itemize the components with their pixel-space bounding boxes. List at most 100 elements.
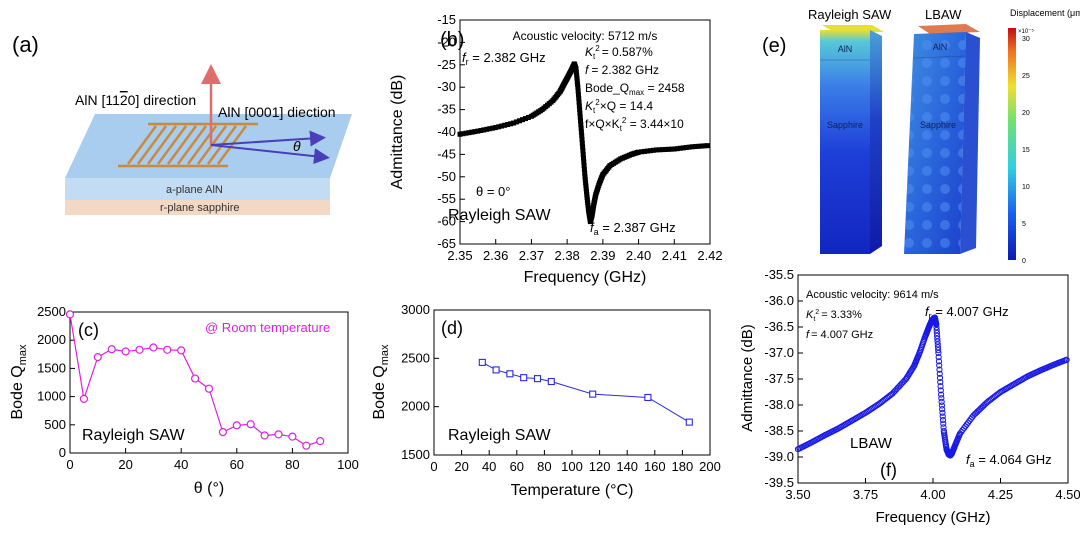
chart-c-point [260, 431, 269, 440]
chart-c-xtick-label: 80 [285, 457, 299, 472]
chart-b-point [481, 127, 487, 133]
chart-b-point [584, 197, 590, 203]
chart-c-frame [69, 311, 349, 454]
chart-b-point [511, 120, 517, 126]
chart-b-ytick-label: -20 [437, 34, 456, 49]
chart-b-point [493, 125, 499, 131]
chart-c-point [274, 430, 283, 439]
chart-d: 0 20 40 60 80 100 120 140 160 180 200 1500 2000 2500 3… [371, 302, 721, 499]
chart-b-point [575, 81, 581, 87]
chart-b-f: f = 2.382 GHz [585, 63, 659, 77]
chart-b-point [689, 144, 695, 150]
chart-b-point [653, 147, 659, 153]
chart-c-label: (c) [78, 320, 99, 340]
chart-c-point [107, 345, 116, 354]
chart-f-point [936, 370, 943, 377]
chart-f-ytick-label: -36.5 [764, 319, 794, 334]
chart-b-point [499, 123, 505, 129]
chart-b-ytick-label: -60 [437, 214, 456, 229]
panel-e-sapphire-right: Sapphire [920, 120, 956, 130]
chart-b-point [583, 189, 589, 195]
aln-top [65, 114, 352, 178]
chart-c-point [232, 421, 241, 430]
chart-d-xtick-label: 100 [561, 459, 583, 474]
chart-f-xtick-label: 3.50 [785, 487, 810, 502]
chart-b-point [578, 129, 584, 135]
chart-b-point [469, 129, 475, 135]
chart-f-point [937, 387, 944, 394]
chart-b-point [475, 128, 481, 134]
chart-b-point [517, 118, 523, 124]
chart-f-point [939, 406, 946, 413]
chart-c-point [302, 441, 311, 450]
chart-b-point [574, 72, 580, 78]
chart-b-point [573, 69, 579, 75]
chart-f-point [1063, 356, 1070, 363]
chart-b-point [704, 143, 710, 149]
chart-b-point [584, 192, 590, 198]
chart-b-point [502, 122, 508, 128]
chart-d-xtick-label: 160 [644, 459, 666, 474]
chart-f-point [938, 402, 946, 409]
chart-d-mode: Rayleigh SAW [448, 427, 551, 444]
chart-b-ytick-label: -35 [437, 102, 456, 117]
colorbar-tick-label: 20 [1022, 110, 1030, 117]
chart-b-xtick-label: 2.37 [519, 248, 544, 263]
chart-b-point [662, 146, 668, 152]
chart-b-point [582, 177, 588, 183]
chart-d-xtick-label: 0 [430, 459, 437, 474]
colorbar-exponent: ×10⁻⁵ [1018, 28, 1034, 35]
chart-f-xtick-label: 4.25 [988, 487, 1013, 502]
chart-b-fa: fa = 2.387 GHz [590, 220, 676, 237]
chart-b-ytick-label: -50 [437, 169, 456, 184]
panel-e-title-left: Rayleigh SAW [808, 7, 892, 22]
chart-b-point [636, 149, 642, 155]
colorbar-title: Displacement (μm) [1010, 8, 1080, 18]
chart-b-point [574, 78, 580, 84]
chart-f-xtick-label: 4.00 [920, 487, 945, 502]
chart-f-point [937, 379, 944, 386]
chart-c-ytick-label: 0 [59, 445, 66, 460]
chart-f-xlabel: Frequency (GHz) [875, 509, 990, 526]
chart-b-point [496, 124, 502, 130]
chart-b-point [525, 114, 531, 120]
aln-layer-label: a-plane AlN [166, 184, 223, 196]
chart-c-ytick-label: 1500 [37, 360, 66, 375]
chart-b-point [576, 103, 582, 109]
chart-c-point [177, 346, 186, 355]
chart-f-point [934, 335, 941, 342]
chart-b-point [645, 148, 650, 154]
panel-e-sapphire-left: Sapphire [827, 120, 863, 130]
chart-b-point [575, 84, 581, 90]
chart-c-xtick-label: 40 [174, 457, 188, 472]
chart-b-point [484, 126, 490, 132]
chart-b-kq: Kt2×Q = 14.4 [585, 98, 653, 115]
chart-d-point [685, 418, 693, 426]
chart-d-point [644, 393, 652, 402]
colorbar-tick-label: 15 [1022, 147, 1030, 154]
chart-b-point [581, 155, 587, 161]
chart-b-point [581, 166, 587, 172]
chart-c-xtick-label: 60 [230, 457, 244, 472]
direction-arrow-theta [210, 144, 330, 165]
chart-f-ytick-label: -39.5 [764, 475, 794, 490]
chart-d-xlabel: Temperature (°C) [511, 482, 634, 499]
chart-b-label: (b) [440, 29, 464, 51]
chart-f-xtick-label: 4.50 [1055, 487, 1080, 502]
chart-f-point [934, 344, 942, 351]
chart-c-point [191, 374, 200, 383]
chart-b-ytick-label: -45 [437, 146, 456, 161]
chart-d-xtick-label: 200 [699, 459, 721, 474]
chart-c-point [79, 394, 89, 403]
chart-b-xtick-label: 2.42 [697, 248, 722, 263]
chart-b-point [575, 88, 581, 94]
chart-b-point [647, 148, 653, 154]
chart-f-point [938, 395, 945, 402]
chart-f-point [933, 329, 940, 337]
chart-c-ylabel: Bode Qmax [9, 344, 29, 420]
chart-b-point [578, 125, 584, 131]
chart-b-point [508, 121, 514, 127]
chart-b-point [580, 144, 586, 150]
